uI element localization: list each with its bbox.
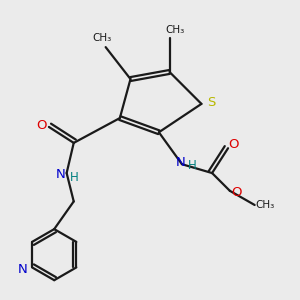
Text: N: N <box>175 156 185 169</box>
Text: CH₃: CH₃ <box>92 33 112 43</box>
Text: N: N <box>18 263 27 276</box>
Text: H: H <box>188 160 196 172</box>
Text: CH₃: CH₃ <box>255 200 274 210</box>
Text: O: O <box>36 119 46 132</box>
Text: O: O <box>228 138 238 151</box>
Text: N: N <box>56 168 65 181</box>
Text: S: S <box>207 96 216 109</box>
Text: O: O <box>232 186 242 199</box>
Text: CH₃: CH₃ <box>165 26 184 35</box>
Text: H: H <box>70 171 79 184</box>
